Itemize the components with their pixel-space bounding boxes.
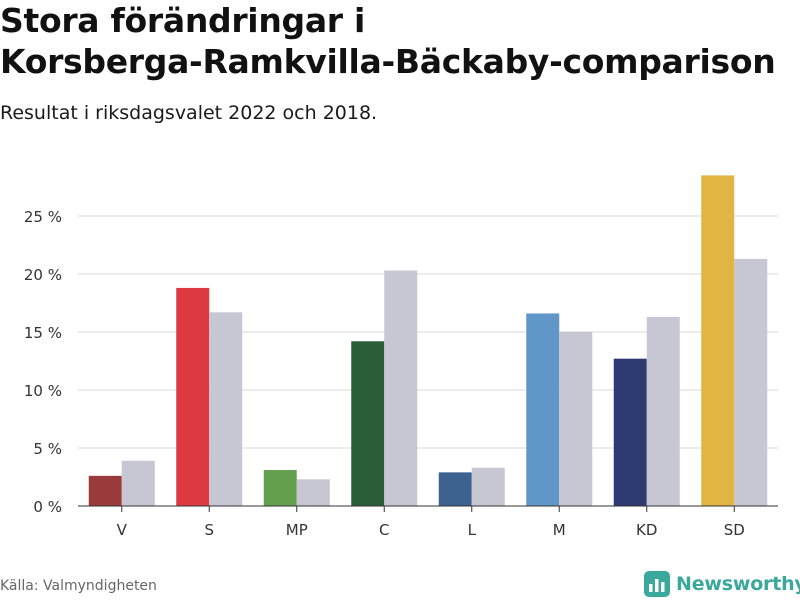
x-tick-label-SD: SD: [724, 521, 745, 539]
bar-2022-KD: [613, 358, 647, 506]
newsworthy-logo-icon: [644, 571, 670, 597]
bar-2022-S: [176, 287, 210, 506]
bar-2022-V: [88, 475, 122, 506]
y-tick-label: 15 %: [24, 324, 62, 342]
x-tick-label-MP: MP: [286, 521, 308, 539]
chart-title-line-1: Stora förändringar i: [0, 1, 365, 40]
bar-2018-KD: [646, 316, 680, 506]
x-axis-tick-labels: V S MP C L M KD SD: [117, 521, 745, 539]
bar-2022-L: [438, 472, 472, 506]
y-tick-label: 10 %: [24, 382, 62, 400]
x-tick-label-V: V: [117, 521, 128, 539]
x-tick-label-S: S: [204, 521, 214, 539]
x-tick-label-L: L: [468, 521, 477, 539]
x-axis-ticks: [121, 506, 735, 512]
bar-chart: 0 % 5 % 10 % 15 % 20 % 25 % V S MP C L M KD SD: [24, 175, 778, 539]
bar-2022-MP: [263, 470, 297, 506]
bars: [88, 175, 768, 506]
bar-2018-M: [559, 332, 593, 506]
bar-2022-SD: [701, 175, 735, 506]
bar-2022-M: [526, 313, 560, 506]
x-tick-label-KD: KD: [636, 521, 657, 539]
chart-title-line-2: Korsberga-Ramkvilla-Bäckaby-comparison: [0, 42, 776, 81]
bar-2018-L: [471, 467, 505, 506]
y-tick-label: 5 %: [33, 440, 62, 458]
source-note: Källa: Valmyndigheten: [0, 578, 157, 594]
chart-subtitle: Resultat i riksdagsvalet 2022 och 2018.: [0, 102, 378, 124]
bar-2018-V: [121, 460, 155, 506]
y-tick-label: 25 %: [24, 208, 62, 226]
y-tick-label: 20 %: [24, 266, 62, 284]
y-axis-tick-labels: 0 % 5 % 10 % 15 % 20 % 25 %: [24, 208, 62, 516]
bar-2018-MP: [296, 479, 330, 506]
bar-2018-SD: [734, 258, 768, 506]
x-tick-label-M: M: [553, 521, 566, 539]
brand-name: Newsworthy: [676, 573, 800, 595]
chart-title: Stora förändringar i Korsberga-Ramkvilla…: [0, 0, 800, 82]
brand-logo: Newsworthy: [644, 570, 800, 598]
bar-2018-S: [209, 312, 243, 506]
x-tick-label-C: C: [379, 521, 389, 539]
bar-2018-C: [384, 270, 418, 506]
bar-2022-C: [351, 341, 385, 506]
y-tick-label: 0 %: [33, 498, 62, 516]
